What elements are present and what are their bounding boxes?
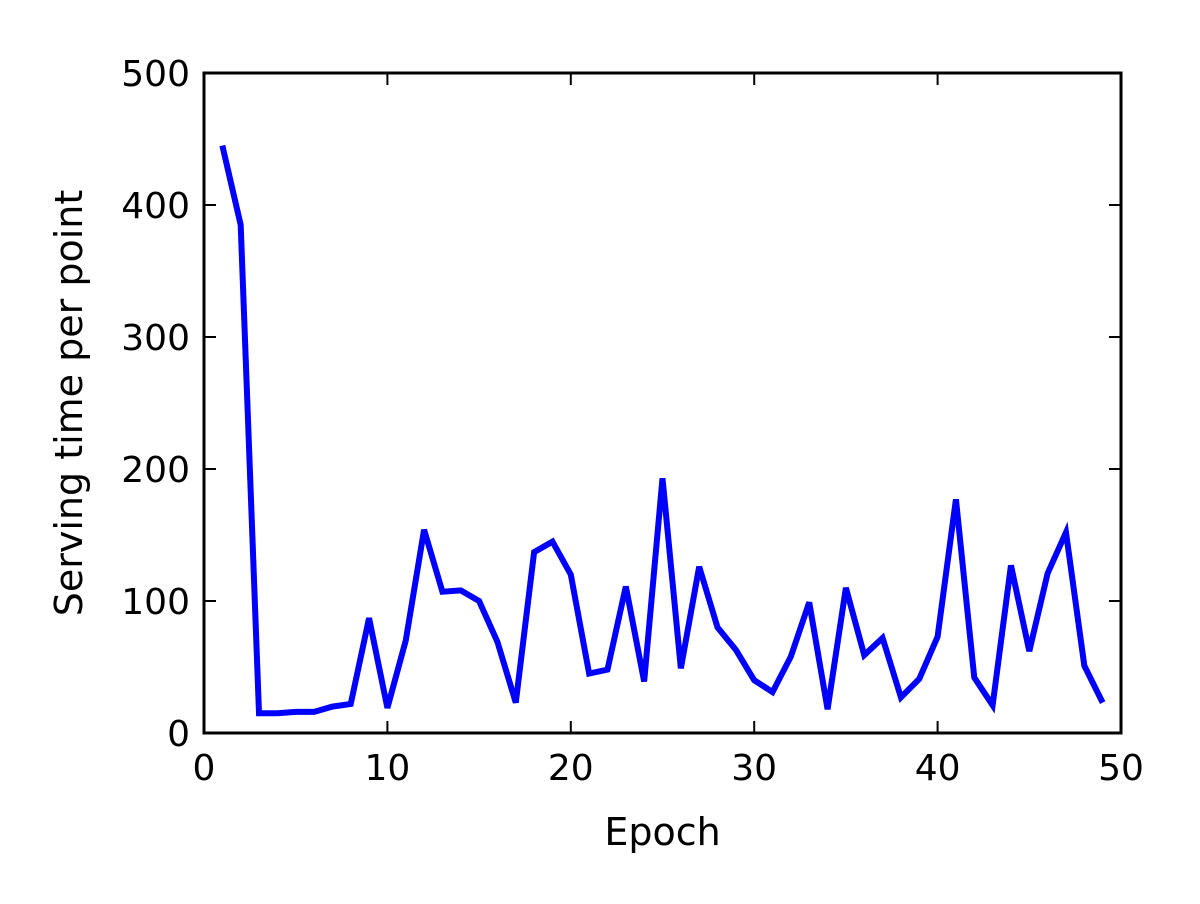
axes-frame [202, 71, 1123, 735]
x-axis-label: Epoch [604, 810, 720, 854]
axes-layer [202, 71, 1123, 735]
x-tick-label: 20 [548, 748, 594, 789]
x-tick-label: 30 [731, 748, 777, 789]
series-line-0 [219, 144, 1106, 717]
y-axis-label: Serving time per point [47, 190, 91, 617]
y-tick-label: 400 [121, 186, 190, 227]
y-tick-label: 200 [121, 450, 190, 491]
y-tick-label: 0 [167, 714, 190, 755]
plot-layer [219, 144, 1106, 717]
x-tick-label: 50 [1098, 748, 1144, 789]
x-tick-label: 40 [915, 748, 961, 789]
y-tick-label: 100 [121, 582, 190, 623]
y-tick-label: 300 [121, 318, 190, 359]
x-tick-label: 0 [193, 748, 216, 789]
label-layer: 0 10 20 30 40 500100200300400500EpochServing … [47, 54, 1144, 854]
y-tick-label: 500 [121, 54, 190, 95]
x-tick-label: 10 [364, 748, 410, 789]
